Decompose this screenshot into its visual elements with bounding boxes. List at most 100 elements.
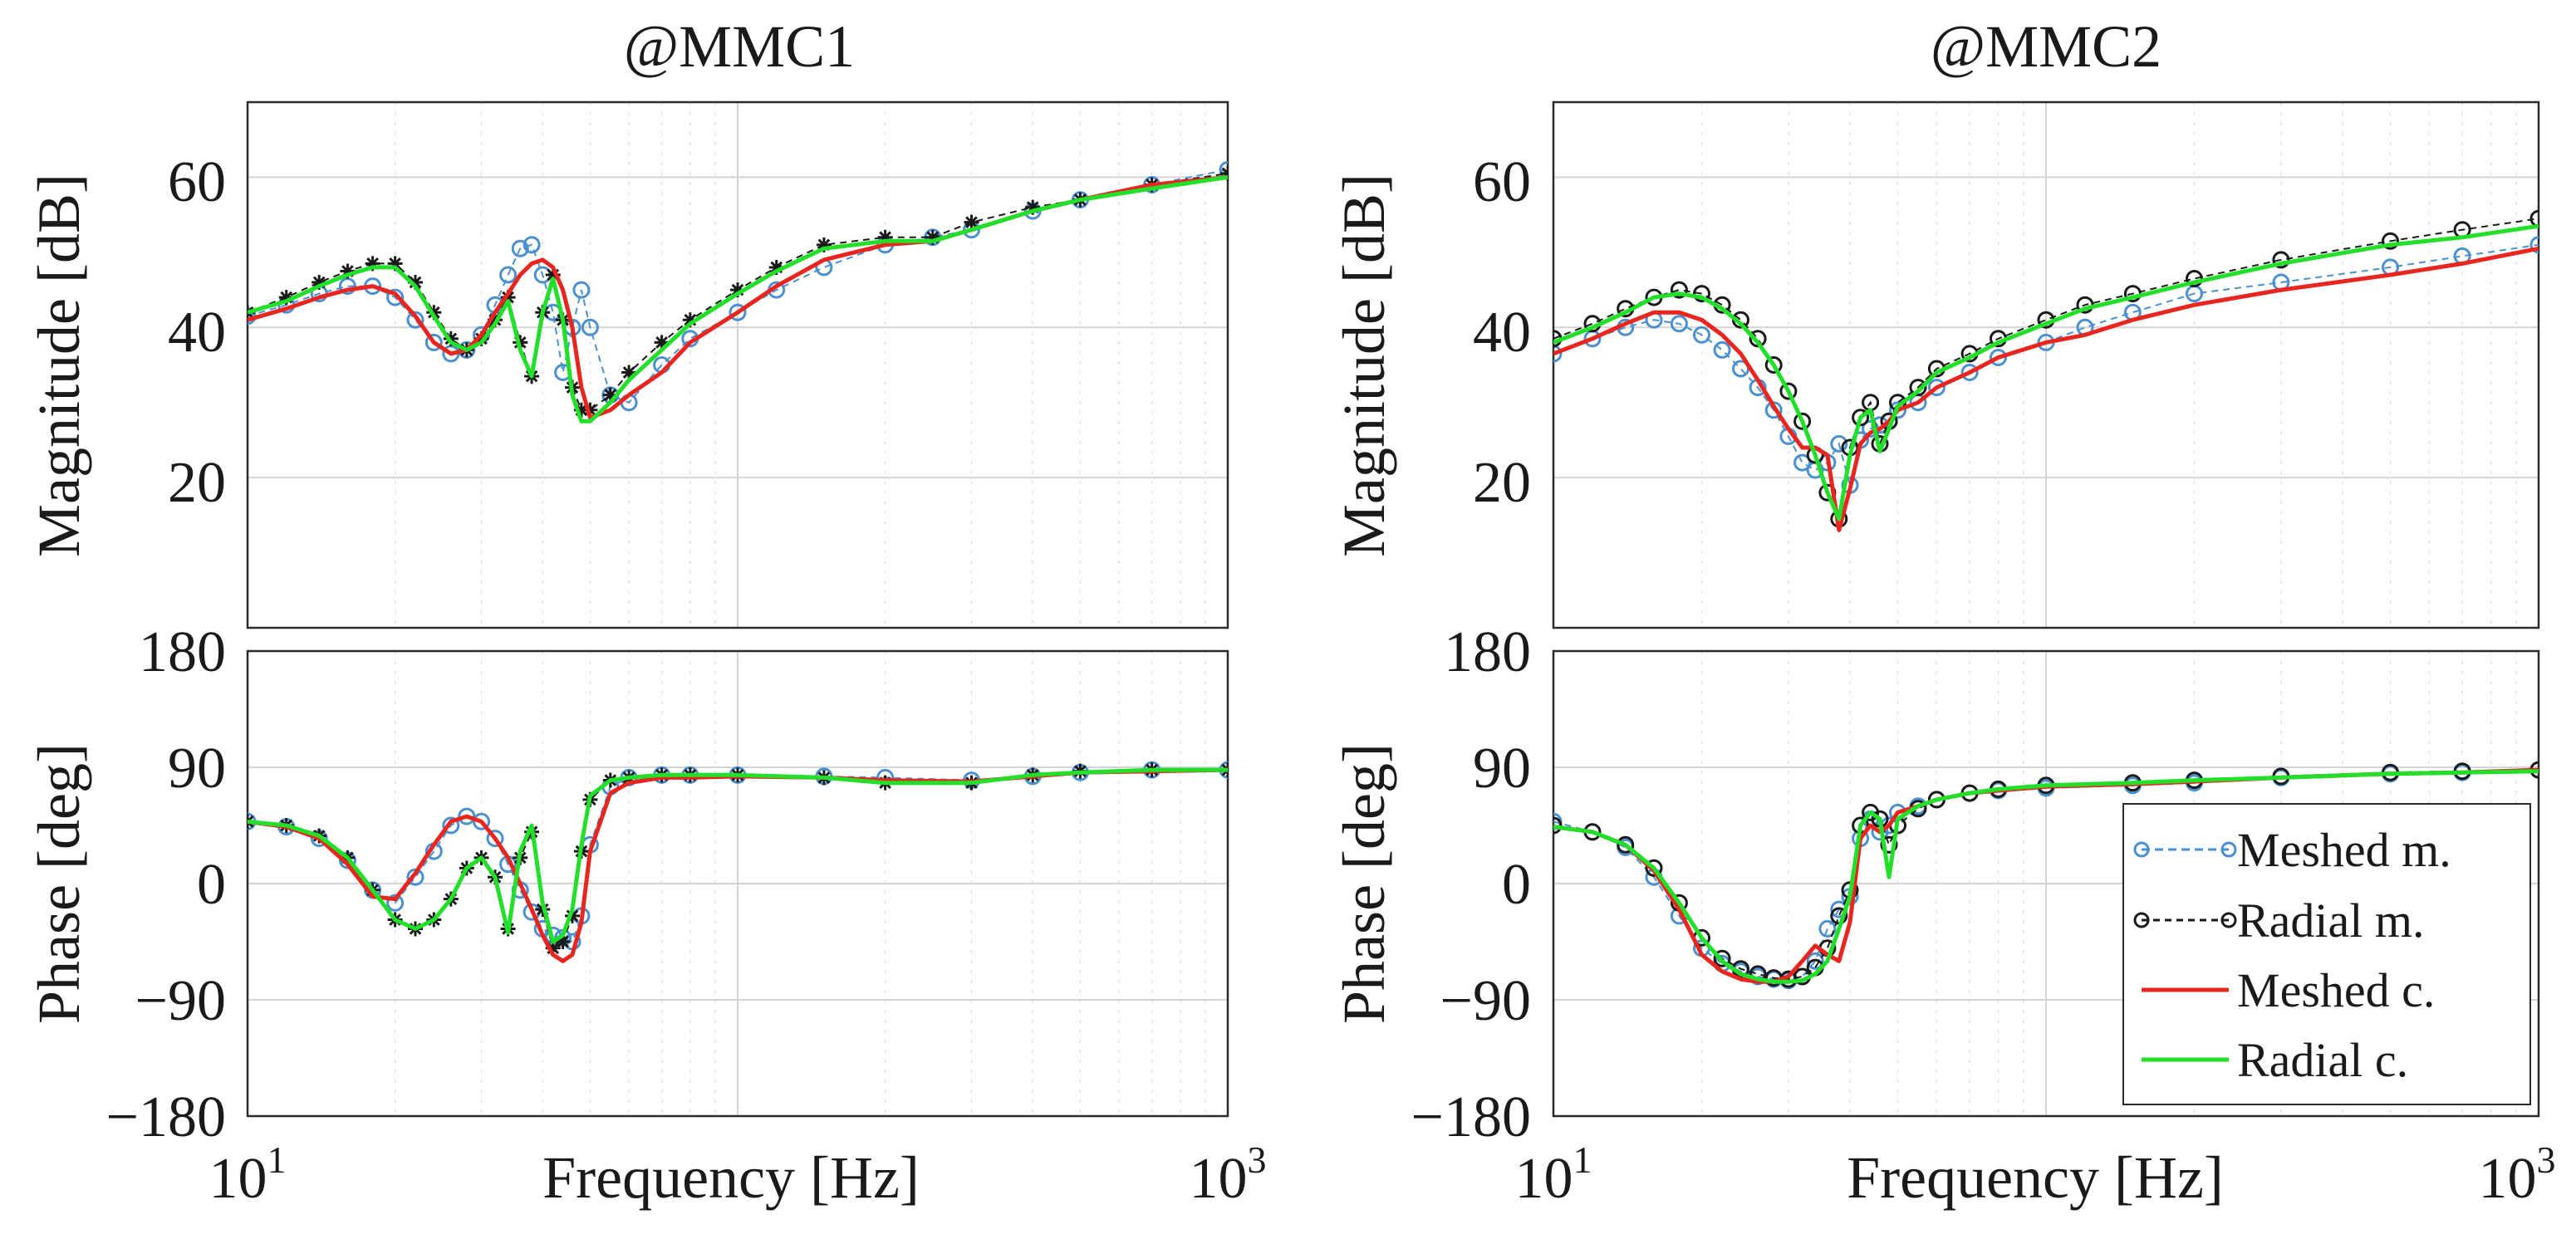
- mmc1-phase-grid: [248, 651, 1228, 1116]
- mmc2-mag-point-meshed-m: [2529, 236, 2539, 254]
- mmc1-mag-point-meshed-m: [386, 288, 405, 306]
- mmc2-mag-point-meshed-m: [1713, 340, 1731, 359]
- mmc2-mag-point-meshed-m: [1927, 379, 1945, 397]
- mmc1-mag-point-meshed-m: [1219, 160, 1228, 179]
- mmc1-mag-point-meshed-m: [424, 333, 443, 351]
- mmc1-ph-point-radial-m: [555, 934, 571, 949]
- mmc2-ph-line-radial-c: [1553, 769, 2539, 984]
- mmc1-ph-point-radial-m: [565, 908, 581, 923]
- mmc2-ph-ytick-minus90: −90: [1440, 969, 1531, 1033]
- mmc2-magnitude-axes: 60 40 20 Magnitude [dB]: [1331, 100, 2540, 629]
- mmc1-magnitude-ylabel: Magnitude [dB]: [26, 174, 92, 557]
- mmc1-mag-ytick-40: 40: [168, 301, 226, 365]
- mmc2-ph-ytick-90: 90: [1473, 737, 1531, 801]
- legend-marker-radial-m-1: [2133, 912, 2150, 928]
- mmc2-xtick-10e3: 103: [2479, 1139, 2556, 1211]
- mmc2-mag-point-meshed-m: [1990, 349, 2007, 366]
- mmc1-mag-line-meshed-c: [248, 174, 1228, 420]
- mmc1-magnitude-frame: [246, 100, 1229, 629]
- mmc1-mag-point-radial-m: [278, 290, 294, 306]
- mmc1-mag-point-radial-m: [582, 402, 598, 418]
- mmc1-ph-ytick-90: 90: [168, 737, 226, 801]
- mmc2-mag-point-radial-m: [1693, 285, 1710, 303]
- mmc2-ph-point-radial-m: [1713, 949, 1731, 967]
- mmc1-ph-point-meshed-m: [458, 807, 476, 825]
- mmc1-mag-point-radial-m: [473, 331, 489, 346]
- mmc2-magnitude-series: [1553, 209, 2539, 532]
- legend-label-meshed-m: Meshed m.: [2237, 823, 2451, 877]
- mmc1-mag-point-radial-m: [340, 263, 356, 279]
- mmc1-mag-point-radial-m: [500, 290, 516, 306]
- mmc1-mag-point-meshed-m: [523, 236, 541, 254]
- legend-label-radial-m: Radial m.: [2237, 894, 2425, 948]
- mmc2-ph-point-meshed-m: [1806, 952, 1824, 970]
- mmc2-mag-point-meshed-m: [1553, 345, 1563, 363]
- mmc2-xtick-10e1: 101: [1515, 1139, 1592, 1211]
- mmc1-phase-series: [248, 761, 1228, 963]
- mmc1-mag-point-meshed-m: [581, 318, 599, 336]
- mmc1-mag-point-radial-m: [365, 256, 380, 272]
- mmc2-mag-ytick-40: 40: [1473, 301, 1531, 365]
- mmc1-magnitude-grid: [248, 102, 1228, 628]
- mmc2-ph-point-radial-m: [1553, 816, 1563, 835]
- legend-label-meshed-c: Meshed c.: [2237, 963, 2435, 1017]
- mmc1-ph-plot-area: [248, 761, 1228, 963]
- mmc1-phase-ylabel: Phase [deg]: [26, 743, 92, 1024]
- mmc2-magnitude-ylabel: Magnitude [dB]: [1331, 174, 1397, 557]
- mmc1-ph-ytick-180: 180: [139, 620, 226, 684]
- mmc2-mag-point-meshed-m: [1830, 435, 1848, 453]
- legend-item-radial-c: Radial c.: [2142, 1033, 2408, 1087]
- mmc2-phase-frame: [1552, 649, 2540, 1118]
- mmc1-mag-point-radial-m: [621, 365, 637, 380]
- mmc2-magnitude-frame: [1552, 100, 2540, 629]
- mmc1-ph-ytick-minus180: −180: [106, 1085, 226, 1149]
- mmc2-mag-point-meshed-m: [1960, 364, 1979, 381]
- mmc1-mag-point-radial-m: [877, 229, 893, 245]
- mmc2-mag-point-radial-m: [1764, 356, 1783, 374]
- legend-marker-meshed-m-2: [2220, 841, 2237, 858]
- mmc2-mag-ytick-20: 20: [1473, 451, 1531, 515]
- mmc2-mag-line-radial-c: [1553, 223, 2539, 522]
- mmc1-xtick-10e3: 103: [1190, 1139, 1267, 1211]
- mmc1-mag-point-radial-m: [602, 387, 618, 403]
- mmc1-ph-ytick-0: 0: [197, 853, 226, 917]
- mmc1-mag-point-meshed-m: [499, 266, 518, 284]
- mmc1-mag-point-meshed-m: [729, 303, 747, 321]
- mmc1-ph-point-meshed-m: [386, 894, 405, 912]
- mmc1-mag-line-radial-c: [248, 174, 1228, 424]
- mmc1-mag-point-radial-m: [312, 275, 327, 291]
- mmc2-ph-ytick-minus180: −180: [1411, 1085, 1531, 1149]
- mmc2-phase-series: [1553, 761, 2539, 990]
- mmc1-mag-ytick-20: 20: [168, 451, 226, 515]
- mmc2-mag-point-radial-m: [1779, 382, 1798, 400]
- mmc2-mag-point-meshed-m: [1693, 326, 1710, 344]
- legend-item-meshed-m: Meshed m.: [2133, 823, 2451, 877]
- mmc2-ph-point-radial-m: [1880, 835, 1898, 854]
- mmc1-mag-point-meshed-m: [511, 239, 529, 257]
- mmc2-ph-ytick-0: 0: [1502, 853, 1531, 917]
- mmc1-mag-ytick-60: 60: [168, 150, 226, 214]
- mmc1-ph-point-meshed-m: [473, 812, 490, 830]
- mmc2-mag-point-radial-m: [2382, 232, 2399, 250]
- mmc1-mag-point-radial-m: [730, 282, 745, 298]
- legend-marker-radial-m-2: [2220, 912, 2237, 928]
- mmc2-mag-ytick-60: 60: [1473, 150, 1531, 214]
- mmc1-mag-point-radial-m: [654, 335, 670, 350]
- mmc1-mag-line-meshed-m: [248, 169, 1228, 404]
- mmc2-phase-axes: 180 90 0 −90 −180 Phase [deg]: [1331, 620, 2540, 1149]
- mmc1-mag-point-radial-m: [682, 312, 698, 328]
- panel-mmc2: @MMC2 60 40 20 Magnitude [dB] 180 90 0 −…: [1331, 13, 2556, 1211]
- mmc2-mag-point-meshed-m: [1670, 315, 1688, 333]
- mmc2-mag-point-radial-m: [1909, 379, 1927, 397]
- mmc1-xlabel: Frequency [Hz]: [542, 1144, 920, 1211]
- mmc2-mag-point-radial-m: [1793, 412, 1812, 430]
- mmc1-magnitude-axes: 60 40 20 Magnitude [dB]: [26, 100, 1229, 629]
- mmc1-mag-point-radial-m: [545, 267, 561, 282]
- mmc2-ph-point-radial-m: [1645, 859, 1663, 877]
- mmc1-phase-frame: [246, 649, 1229, 1118]
- mmc1-ph-line-radial-c: [248, 767, 1228, 944]
- legend-marker-meshed-m-1: [2133, 841, 2150, 858]
- mmc2-ph-ytick-180: 180: [1444, 620, 1531, 684]
- legend-label-radial-c: Radial c.: [2237, 1033, 2408, 1087]
